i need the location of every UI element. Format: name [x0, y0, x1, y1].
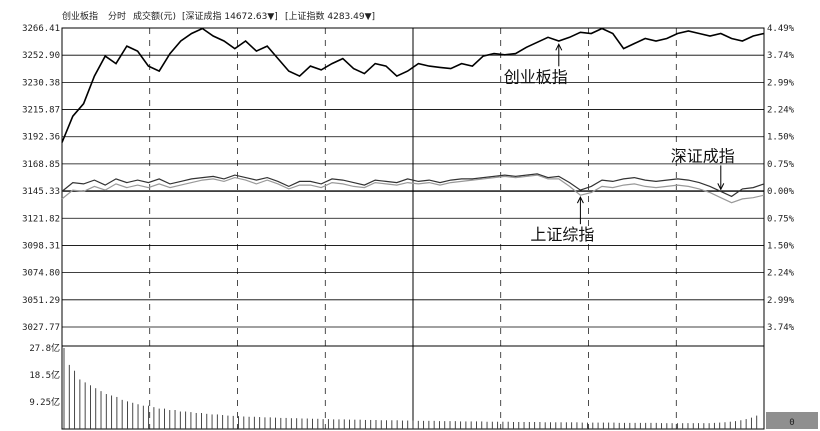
- left-tick-label: 3098.31: [22, 241, 60, 251]
- left-tick-label: 3051.29: [22, 296, 60, 306]
- series-line: [61, 173, 765, 198]
- right-tick-label: 2.24%: [767, 106, 795, 116]
- right-tick-label: 0.00%: [767, 187, 795, 197]
- annotation-arrowhead: [555, 43, 563, 51]
- volume-box-bg: [766, 412, 818, 429]
- volume-tick-label: 18.5亿: [29, 369, 60, 381]
- series-lines: [61, 27, 765, 204]
- volume-tick-label: 27.8亿: [29, 342, 60, 354]
- volume-box-label: 0: [789, 418, 794, 428]
- left-tick-label: 3230.38: [22, 78, 60, 88]
- annotation-label: 深证成指: [671, 146, 735, 165]
- chart-grid: [61, 27, 765, 430]
- right-tick-label: 0.75%: [767, 214, 795, 224]
- series-line: [61, 27, 765, 143]
- header-series-name: 创业板指: [62, 10, 98, 22]
- left-tick-label: 3121.82: [22, 214, 60, 224]
- left-tick-label: 3252.90: [22, 51, 60, 61]
- left-tick-label: 3215.87: [22, 106, 60, 116]
- left-tick-label: 3192.36: [22, 133, 60, 143]
- volume-bars: [63, 348, 758, 429]
- annotation-arrowhead: [717, 183, 725, 191]
- volume-axis: 27.8亿 18.5亿 9.25亿: [29, 342, 60, 408]
- annotation-label: 上证综指: [530, 225, 594, 244]
- volume-tick-label: 9.25亿: [29, 396, 60, 408]
- right-tick-label: 0.75%: [767, 160, 795, 170]
- left-axis: 3266.41 3252.90 3230.38 3215.87 3192.36 3168.…: [22, 24, 60, 333]
- right-tick-label: 2.24%: [767, 269, 795, 279]
- chart-header: 创业板指 分时 成交额(元) [深证成指 14672.63▼] [上证指数 42…: [62, 10, 375, 22]
- right-tick-label: 2.99%: [767, 78, 795, 88]
- left-tick-label: 3168.85: [22, 160, 60, 170]
- left-tick-label: 3145.33: [22, 187, 60, 197]
- header-timeframe: 分时: [108, 10, 126, 22]
- right-tick-label: 1.50%: [767, 241, 795, 251]
- header-metric: 成交额(元): [133, 10, 176, 22]
- left-tick-label: 3266.41: [22, 24, 60, 34]
- header-indicator-1: [深证成指 14672.63▼]: [182, 10, 278, 22]
- left-tick-label: 3074.80: [22, 269, 60, 279]
- right-tick-label: 3.74%: [767, 323, 795, 333]
- right-axis: 4.49% 3.74% 2.99% 2.24% 1.50% 0.75% 0.00% 0.75%…: [767, 24, 795, 333]
- series-line: [61, 174, 765, 204]
- left-tick-label: 3027.77: [22, 323, 60, 333]
- right-tick-label: 2.99%: [767, 296, 795, 306]
- right-tick-label: 4.49%: [767, 24, 795, 34]
- right-tick-label: 3.74%: [767, 51, 795, 61]
- volume-box: 0: [766, 412, 818, 429]
- right-tick-label: 1.50%: [767, 133, 795, 143]
- header-indicator-2: [上证指数 4283.49▼]: [285, 10, 375, 22]
- annotation-label: 创业板指: [504, 67, 568, 86]
- annotation-arrowhead: [576, 196, 584, 204]
